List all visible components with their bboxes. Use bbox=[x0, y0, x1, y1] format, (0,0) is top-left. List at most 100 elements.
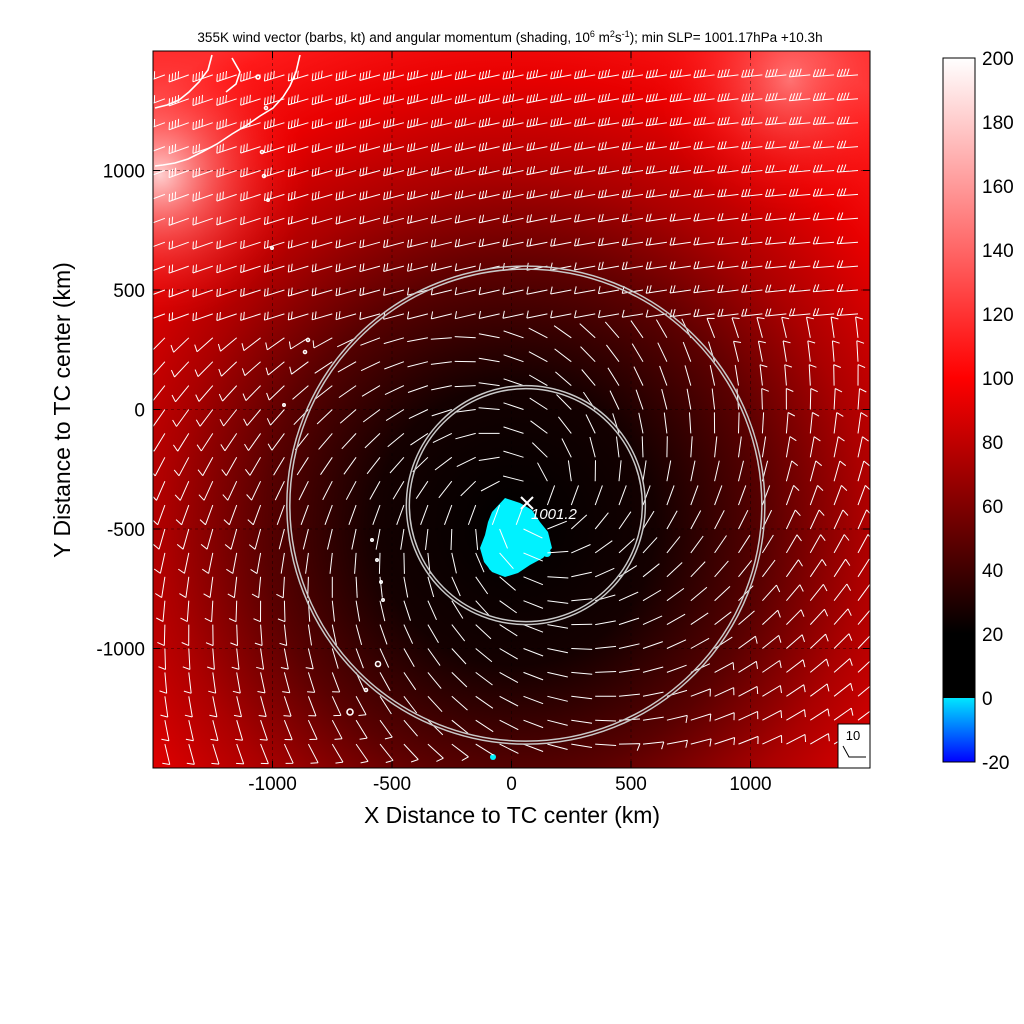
wind-barb bbox=[765, 140, 787, 150]
wind-barb bbox=[282, 672, 291, 694]
wind-barb bbox=[379, 672, 391, 692]
wind-barb bbox=[355, 743, 369, 764]
wind-barb bbox=[597, 261, 620, 271]
wind-barb bbox=[761, 534, 774, 554]
wind-barb bbox=[359, 215, 381, 225]
colorbar-tick-label: 120 bbox=[982, 305, 1014, 326]
wind-barb bbox=[287, 143, 309, 154]
wind-barb bbox=[550, 214, 572, 223]
colorbar-tick-label: -20 bbox=[982, 753, 1009, 774]
y-tick-label: -500 bbox=[107, 520, 145, 541]
wind-barb bbox=[499, 695, 519, 707]
wind-barb bbox=[383, 166, 405, 177]
wind-barb bbox=[311, 263, 333, 273]
wind-barb bbox=[156, 600, 166, 623]
wind-barb bbox=[364, 433, 381, 449]
reference-barb-box: 10 bbox=[837, 723, 870, 768]
wind-barb bbox=[200, 528, 214, 550]
wind-barb bbox=[666, 485, 675, 506]
wind-barb bbox=[180, 600, 190, 623]
wind-barb bbox=[833, 412, 844, 434]
wind-barb bbox=[475, 552, 485, 573]
wind-barb bbox=[192, 240, 213, 250]
wind-barb bbox=[830, 316, 839, 338]
wind-barb bbox=[204, 600, 214, 623]
wind-barb bbox=[251, 576, 262, 599]
wind-barb bbox=[403, 695, 418, 714]
wind-barb bbox=[621, 189, 644, 199]
wind-barb bbox=[762, 609, 781, 625]
wind-barb bbox=[690, 510, 702, 530]
wind-barb bbox=[311, 287, 333, 297]
wind-barb bbox=[307, 743, 319, 764]
wind-barb bbox=[208, 672, 217, 694]
wind-barb bbox=[812, 284, 835, 293]
colorbar-tick-label: 140 bbox=[982, 241, 1014, 262]
wind-barb bbox=[714, 485, 723, 506]
radius-ring-inner-line bbox=[408, 387, 644, 623]
wind-barb bbox=[855, 316, 864, 338]
wind-barb bbox=[383, 70, 405, 81]
wind-barb bbox=[690, 586, 708, 602]
wind-barb bbox=[369, 480, 381, 500]
wind-barb bbox=[263, 311, 285, 321]
wind-barb bbox=[597, 237, 620, 247]
wind-barb bbox=[717, 188, 739, 198]
wind-barb bbox=[192, 288, 213, 298]
wind-barb bbox=[833, 583, 852, 602]
wind-barb bbox=[153, 480, 166, 501]
wind-barb bbox=[183, 672, 192, 694]
wind-barb bbox=[594, 512, 609, 530]
wind-barb bbox=[287, 263, 309, 273]
wind-barb bbox=[216, 70, 237, 83]
wind-barb bbox=[153, 118, 166, 128]
wind-barb bbox=[307, 719, 318, 740]
wind-barb bbox=[567, 460, 572, 482]
wind-barb bbox=[430, 361, 452, 365]
wind-barb bbox=[693, 92, 715, 103]
wind-barb bbox=[410, 432, 429, 446]
wind-barb bbox=[550, 310, 572, 319]
wind-barb bbox=[355, 600, 361, 622]
wind-barb bbox=[571, 719, 593, 724]
wind-barb bbox=[278, 528, 285, 550]
wind-barb bbox=[335, 94, 357, 106]
wind-barb bbox=[331, 624, 337, 646]
wind-barb bbox=[379, 719, 393, 740]
wind-barb bbox=[831, 340, 840, 362]
wind-barb bbox=[809, 534, 826, 554]
wind-barb bbox=[280, 552, 285, 574]
wind-barb bbox=[690, 460, 696, 482]
wind-barb bbox=[385, 409, 405, 422]
wind-barb bbox=[503, 450, 524, 458]
wind-barb bbox=[714, 510, 725, 530]
wind-barb bbox=[427, 743, 444, 762]
wind-barb bbox=[833, 558, 851, 578]
wind-barb bbox=[379, 648, 390, 668]
wind-barb bbox=[480, 480, 500, 492]
wind-barb bbox=[809, 608, 829, 625]
wind-barb bbox=[666, 510, 678, 530]
wind-barb bbox=[335, 166, 357, 177]
wind-barb bbox=[503, 354, 524, 363]
wind-barb bbox=[547, 695, 568, 702]
wind-barb bbox=[618, 643, 640, 649]
wind-barb bbox=[833, 534, 850, 554]
wind-barb bbox=[857, 364, 866, 386]
radius-ring bbox=[286, 265, 766, 745]
wind-barb bbox=[168, 118, 189, 131]
wind-barb bbox=[383, 337, 405, 345]
wind-barb bbox=[403, 672, 417, 691]
wind-barb bbox=[216, 240, 237, 250]
wind-barb bbox=[216, 143, 237, 154]
wind-barb bbox=[307, 696, 317, 717]
wind-barb bbox=[430, 311, 452, 320]
wind-barb bbox=[785, 509, 801, 530]
wind-barb bbox=[526, 189, 548, 200]
wind-barb bbox=[302, 528, 309, 550]
wind-barb bbox=[523, 528, 543, 539]
wind-barb bbox=[717, 260, 739, 270]
wind-barb bbox=[192, 143, 213, 154]
wind-barb bbox=[359, 166, 381, 177]
